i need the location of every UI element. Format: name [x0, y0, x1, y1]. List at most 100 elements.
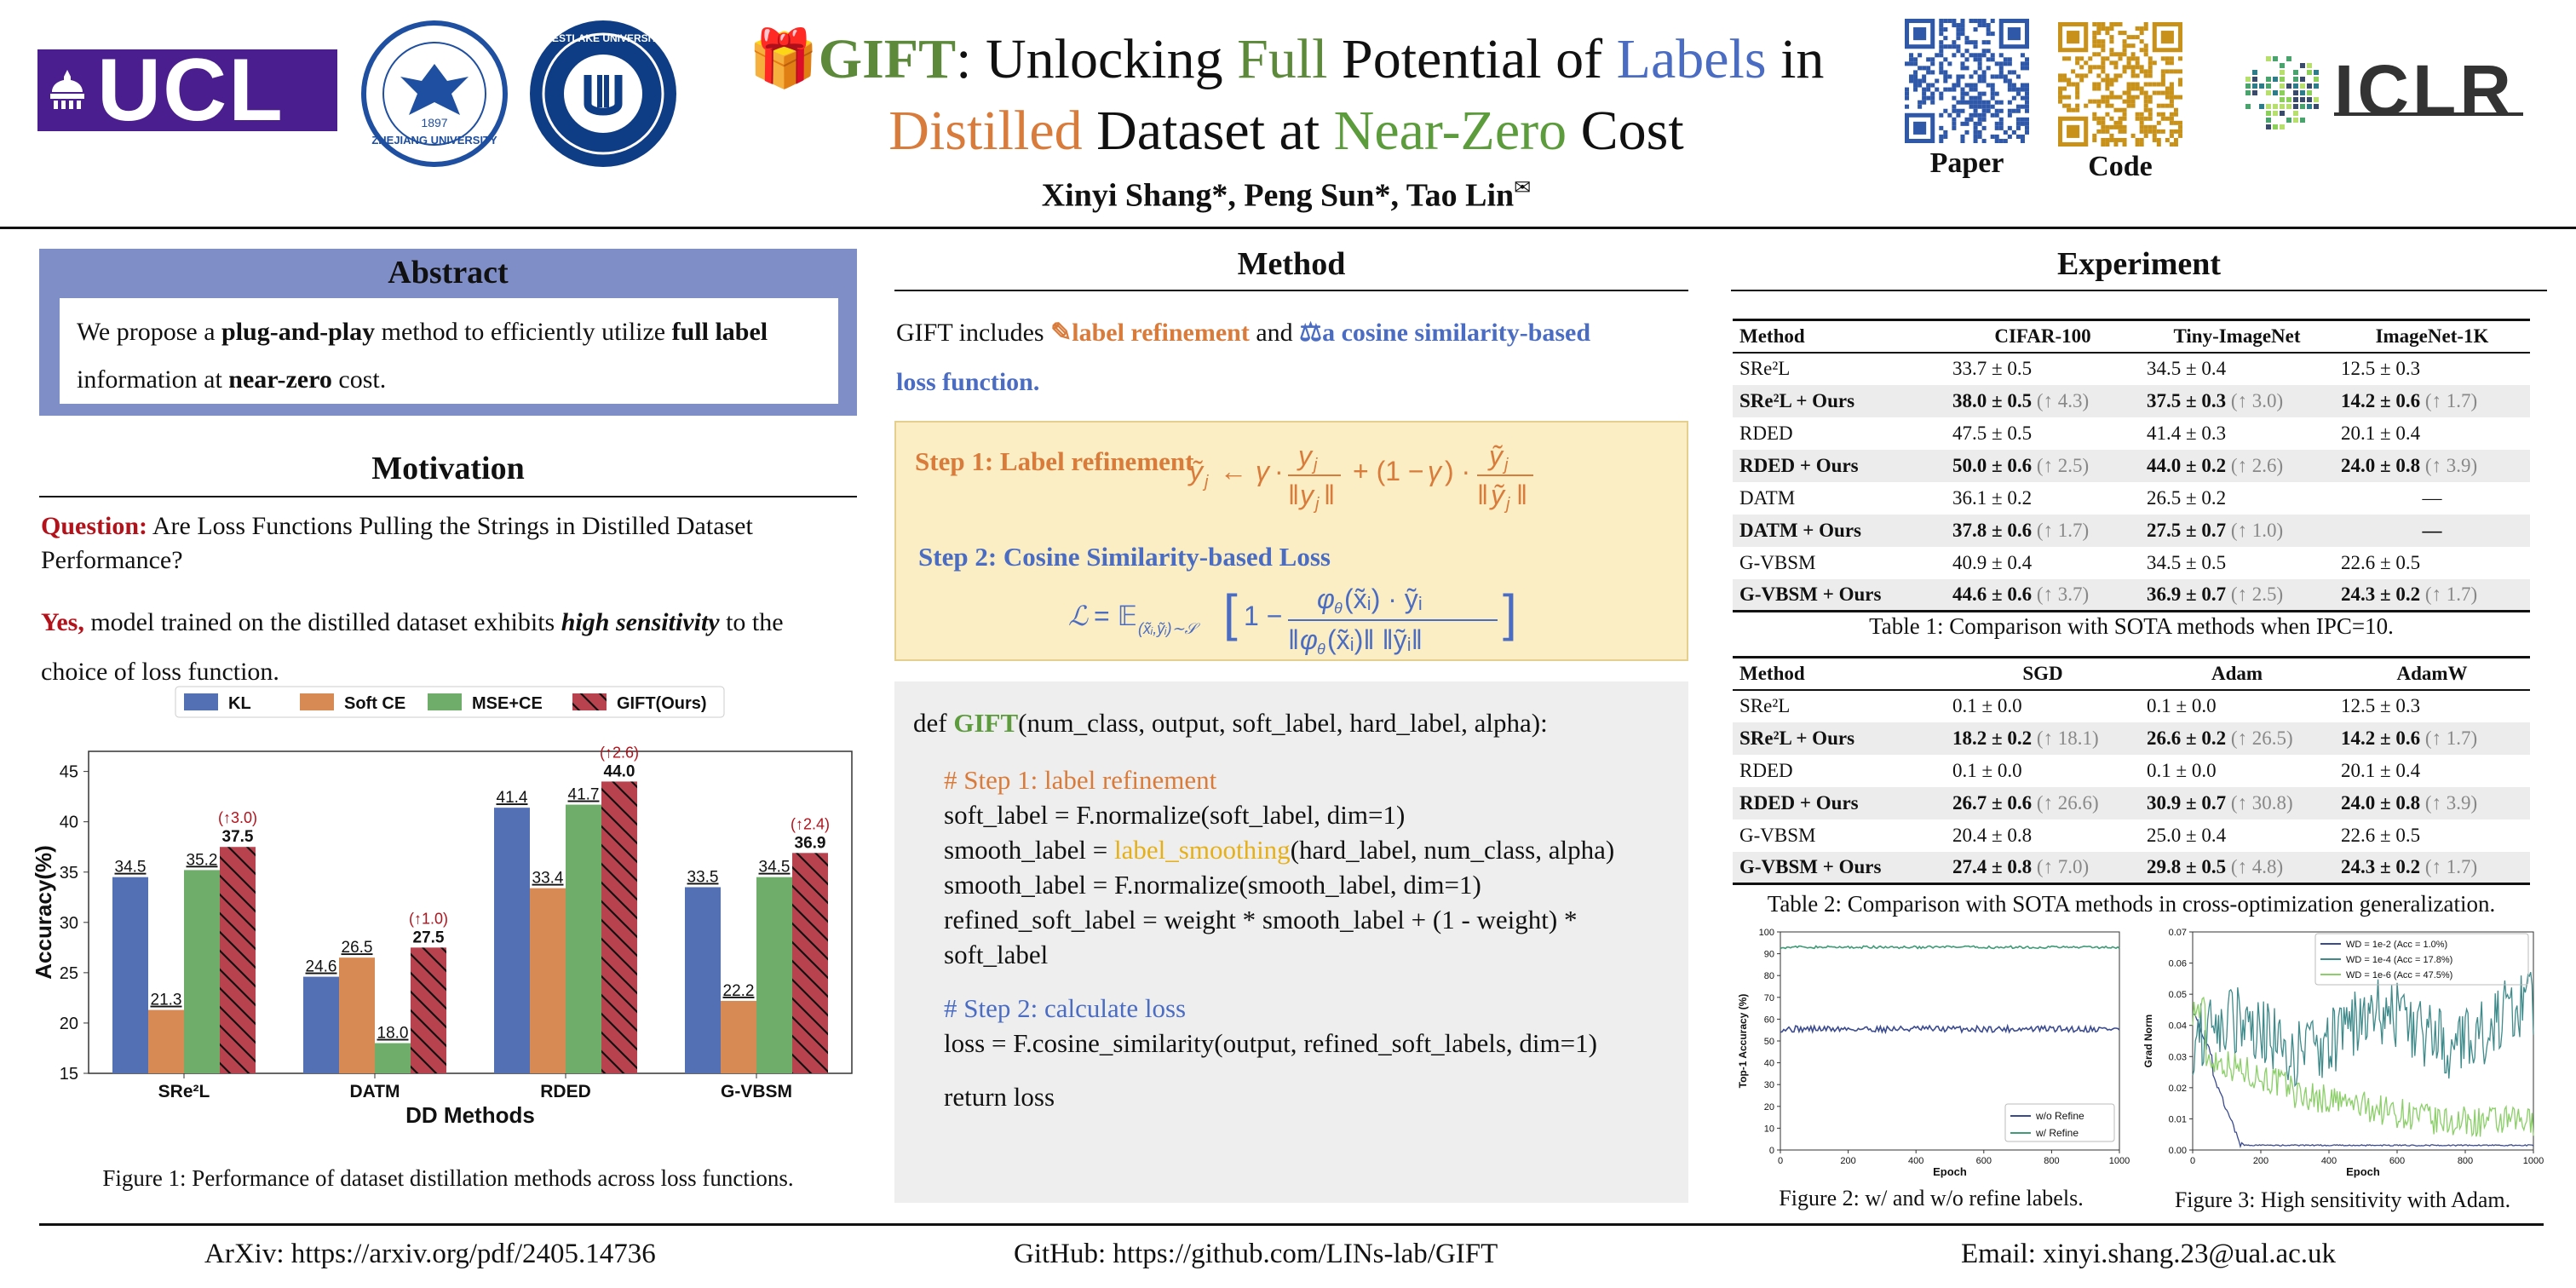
- y-tick-label: 100: [1759, 928, 1774, 938]
- qr-module: [1994, 100, 1999, 105]
- method-intro-text: and: [1249, 319, 1300, 347]
- iclr-pixel: [2293, 111, 2298, 116]
- ucl-logo: UCL: [37, 46, 337, 135]
- svg-text:+ (1 −: + (1 −: [1353, 456, 1424, 486]
- qr-module: [2024, 121, 2029, 126]
- qr-module: [2135, 73, 2140, 78]
- qr-module: [1964, 121, 1969, 126]
- table-value-cell: 36.1 ± 0.2: [1952, 486, 2033, 509]
- table-row: RDED 0.1 ± 0.0 0.1 ± 0.0 20.1 ± 0.4: [1733, 755, 2530, 787]
- svg-text:←: ←: [1220, 456, 1247, 486]
- code-qr[interactable]: Code: [2058, 22, 2182, 183]
- iclr-pixel: [2266, 124, 2271, 129]
- qr-module: [2135, 141, 2140, 147]
- qr-module: [2105, 141, 2110, 147]
- paper-qr[interactable]: Paper: [1905, 19, 2029, 180]
- qr-module: [2118, 120, 2123, 125]
- qr-module: [2122, 48, 2127, 53]
- table2-results: Method SGD Adam AdamW SRe²L 0.1 ± 0.0 0.1 ± 0.…: [1733, 656, 2530, 885]
- svg-text:j: j: [1313, 495, 1320, 514]
- qr-module: [2062, 56, 2067, 61]
- table-value-cell: 37.5 ± 0.3 (↑ 3.0): [2140, 384, 2334, 417]
- qr-module: [2156, 141, 2161, 147]
- legend-label: WD = 1e-4 (Acc = 17.8%): [2346, 955, 2452, 965]
- svg-text:θ: θ: [1317, 641, 1325, 656]
- qr-module: [1973, 83, 1978, 88]
- svg-text:j: j: [1504, 495, 1510, 514]
- qr-module: [2075, 56, 2080, 61]
- qr-module: [1943, 36, 1948, 41]
- qr-module: [2122, 107, 2127, 112]
- y-tick-label: 0.07: [2169, 928, 2187, 938]
- footer-github-link[interactable]: GitHub: https://github.com/LINs-lab/GIFT: [1014, 1239, 1498, 1269]
- qr-module: [2096, 39, 2102, 44]
- qr-module: [1998, 74, 2004, 79]
- y-tick-label: 30: [1764, 1080, 1774, 1090]
- table-gain: (↑ 1.7): [2420, 727, 2478, 749]
- qr-module: [2015, 104, 2021, 109]
- qr-module: [1977, 129, 1982, 135]
- qr-module: [2118, 107, 2123, 112]
- legend-frame: [175, 686, 725, 718]
- qr-module: [2126, 35, 2131, 40]
- qr-module: [1973, 27, 1978, 32]
- qr-module: [1981, 138, 1987, 143]
- qr-module: [1952, 87, 1957, 92]
- data-label: 41.4: [497, 789, 528, 807]
- qr-module: [2118, 73, 2123, 78]
- footer-arxiv-link[interactable]: ArXiv: https://arxiv.org/pdf/2405.14736: [204, 1239, 656, 1269]
- qr-module: [1909, 53, 1914, 58]
- qr-module: [2020, 53, 2025, 58]
- plot-frame: [2192, 931, 2534, 1151]
- qr-module: [2143, 99, 2148, 104]
- iclr-pixel: [2307, 104, 2312, 109]
- table-value-cell: 0.1 ± 0.0: [1952, 695, 2022, 716]
- qr-module: [1935, 53, 1940, 58]
- qr-module: [2139, 124, 2144, 129]
- table-value-cell: 24.3 ± 0.2 (↑ 1.7): [2334, 578, 2530, 612]
- iclr-logo-icon: [2245, 56, 2319, 129]
- footer-email-link[interactable]: Email: xinyi.shang.23@ual.ac.uk: [1961, 1239, 2337, 1269]
- figure1-bar-chart: 15 20 25 30 35 40 45 Accuracy(%) DD Methods KL Sof…: [31, 686, 853, 1128]
- qr-module: [2007, 61, 2012, 66]
- table-row: G-VBSM 40.9 ± 0.4 34.5 ± 0.5 22.6 ± 0.5: [1733, 547, 2530, 579]
- qr-module: [2084, 103, 2089, 108]
- qr-module: [2109, 82, 2114, 87]
- table-gain: (↑ 3.0): [2226, 389, 2284, 411]
- qr-module: [2105, 112, 2110, 117]
- qr-module: [2067, 56, 2072, 61]
- qr-module: [2079, 56, 2084, 61]
- qr-module: [1969, 53, 1974, 58]
- qr-module: [1969, 74, 1974, 79]
- qr-module: [2015, 87, 2021, 92]
- qr-module: [2109, 22, 2114, 27]
- table-row: RDED 47.5 ± 0.5 41.4 ± 0.3 20.1 ± 0.4: [1733, 417, 2530, 450]
- iclr-pixel: [2245, 90, 2251, 95]
- qr-module: [2079, 73, 2084, 78]
- table-value-cell: 27.4 ± 0.8 (↑ 7.0): [1946, 851, 2140, 885]
- qr-module: [1986, 27, 1991, 32]
- table-value-cell: 41.4 ± 0.3: [2147, 422, 2227, 444]
- method-intro-text: GIFT includes: [896, 319, 1051, 347]
- qr-module: [2165, 95, 2170, 100]
- table-header-cell: Method: [1733, 656, 1946, 691]
- qr-module: [2143, 43, 2148, 49]
- qr-module: [1986, 66, 1991, 71]
- qr-module: [1939, 61, 1944, 66]
- qr-module: [1977, 117, 1982, 122]
- qr-module: [1981, 40, 1987, 45]
- qr-module: [2088, 65, 2093, 70]
- iclr-pixel: [2300, 104, 2305, 109]
- qr-module: [1990, 53, 1995, 58]
- qr-module: [2130, 103, 2136, 108]
- qr-module: [2130, 73, 2136, 78]
- qr-module: [2126, 60, 2131, 66]
- qr-module: [1930, 100, 1935, 105]
- iclr-pixel: [2293, 104, 2298, 109]
- qr-module: [1977, 112, 1982, 118]
- qr-module: [2169, 56, 2174, 61]
- qr-module: [2113, 120, 2119, 125]
- qr-module: [2139, 26, 2144, 32]
- qr-module: [2152, 124, 2157, 129]
